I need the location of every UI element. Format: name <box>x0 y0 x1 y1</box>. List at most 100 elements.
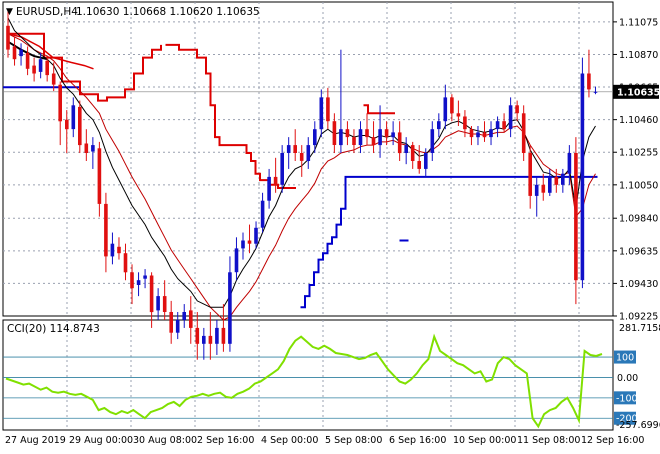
candle-body <box>241 240 245 249</box>
candle-body <box>32 65 36 74</box>
price-axis-label: 1.10870 <box>619 50 658 61</box>
candle-body <box>149 275 154 313</box>
candle-body <box>469 129 474 138</box>
candle-body <box>593 91 598 93</box>
candle-body <box>71 105 76 130</box>
candle-body <box>463 116 467 130</box>
candle-body <box>561 173 565 185</box>
candle-body <box>234 248 239 273</box>
candle-body <box>91 145 95 152</box>
candlestick-layer <box>6 9 598 360</box>
candle-body <box>130 272 134 289</box>
symbol-indicator-icon: ▼ <box>6 7 13 17</box>
candle-body <box>515 105 519 114</box>
candle-body <box>247 240 252 244</box>
candle-body <box>195 327 200 344</box>
cci-indicator-label: CCI(20) 114.8743 <box>7 323 100 335</box>
candle-body <box>306 145 311 161</box>
candle-body <box>437 121 441 130</box>
candle-body <box>45 60 49 76</box>
candle-body <box>548 176 552 193</box>
cci-bottom-value-label: -257.6996 <box>616 420 660 431</box>
candle-body <box>228 272 232 344</box>
candle-body <box>391 132 395 138</box>
time-axis-label: 6 Sep 16:00 <box>389 435 446 446</box>
candle-body <box>574 153 578 281</box>
candle-body <box>417 161 421 169</box>
candle-body <box>84 143 89 153</box>
candle-body <box>410 145 415 161</box>
candle-body <box>117 246 121 254</box>
cci-level-label: -200 <box>616 414 638 425</box>
candle-body <box>443 97 448 122</box>
price-axis-label: 1.10050 <box>619 180 658 191</box>
candle-body <box>397 132 402 154</box>
candle-body <box>143 275 147 279</box>
time-axis-label: 11 Sep 08:00 <box>517 435 580 446</box>
candle-body <box>267 176 271 201</box>
candle-body <box>25 52 30 69</box>
candle-body <box>345 129 350 138</box>
candle-body <box>6 25 10 50</box>
candle-body <box>502 121 506 130</box>
candle-body <box>365 129 369 138</box>
current-price-box <box>613 84 659 99</box>
cci-level-label: 100 <box>616 353 634 364</box>
candle-body <box>58 84 62 122</box>
candle-body <box>371 137 376 145</box>
candle-body <box>110 243 115 257</box>
chart-symbol-label: EURUSD,H4 <box>16 6 78 18</box>
cci-line-layer <box>5 333 603 429</box>
candle-body <box>326 97 330 122</box>
time-axis-label: 29 Aug 00:00 <box>69 435 133 446</box>
candle-body <box>286 145 291 153</box>
grid-layer <box>3 2 613 430</box>
price-axis-label: 1.09225 <box>619 312 658 323</box>
axis-labels-layer: 27 Aug 2019 29 Aug 00:00 30 Aug 08:00 2 Sep… <box>5 17 660 446</box>
candle-body <box>476 132 480 138</box>
candle-body <box>169 312 173 333</box>
time-axis-label: 4 Sep 00:00 <box>261 435 318 446</box>
candle-body <box>319 97 324 130</box>
candle-body <box>260 200 265 228</box>
candle-body <box>339 129 343 146</box>
candle-body <box>378 129 382 146</box>
candle-body <box>456 113 461 117</box>
candle-body <box>489 129 493 138</box>
price-axis-label: 1.09430 <box>619 279 658 290</box>
candle-body <box>65 119 69 130</box>
candle-body <box>528 153 532 196</box>
candle-body <box>580 73 585 281</box>
cci-level-label: 0.00 <box>617 373 638 384</box>
candle-body <box>450 97 454 114</box>
time-axis-label: 12 Sep 16:00 <box>581 435 644 446</box>
candle-body <box>104 203 108 257</box>
candle-body <box>12 46 17 60</box>
cci-line <box>5 333 603 429</box>
cci-level-lines <box>3 356 613 419</box>
candle-body <box>430 129 435 153</box>
price-axis-label: 1.11075 <box>619 17 658 28</box>
sar-step-line <box>8 32 162 102</box>
current-price-label: 1.10635 <box>617 87 660 98</box>
sar-step-line <box>363 104 395 115</box>
price-axis-label: 1.09840 <box>619 214 658 225</box>
candle-body <box>182 312 186 320</box>
candle-body <box>162 296 167 312</box>
candle-body <box>404 145 408 153</box>
cci-level-badge <box>614 411 636 425</box>
cci-level-badge <box>614 391 636 405</box>
candle-body <box>521 113 526 153</box>
candle-body <box>136 280 141 285</box>
candle-body <box>215 327 219 344</box>
price-axis-label: 1.10460 <box>619 115 658 126</box>
candle-body <box>313 129 317 146</box>
time-axis-label: 10 Sep 00:00 <box>453 435 516 446</box>
candle-body <box>293 145 297 153</box>
cci-top-value-label: 281.7158 <box>619 323 660 334</box>
candle-body <box>156 296 160 311</box>
candle-body <box>189 310 193 328</box>
time-axis-label: 30 Aug 08:00 <box>133 435 197 446</box>
candle-body <box>352 137 356 145</box>
